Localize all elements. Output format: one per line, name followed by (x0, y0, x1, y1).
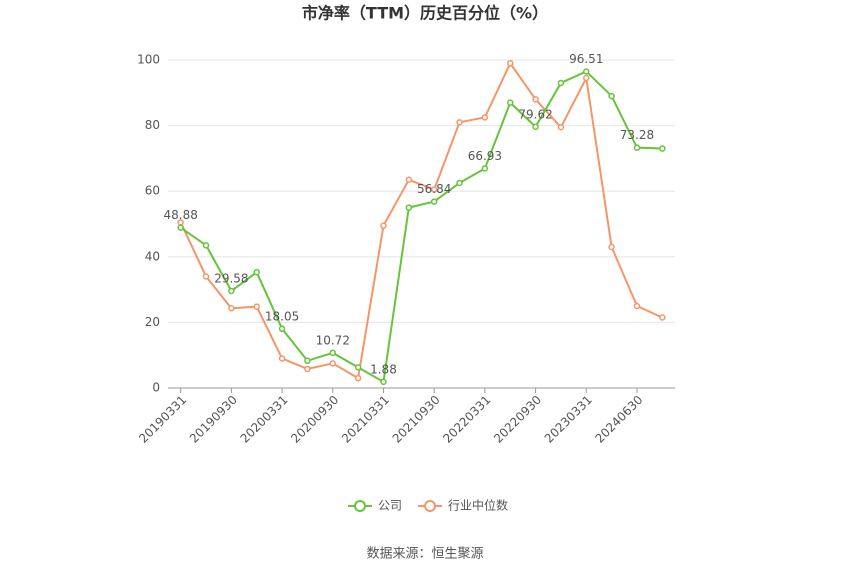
x-tick-label: 20240630 (592, 393, 645, 446)
y-tick-label: 40 (145, 249, 160, 263)
data-point (633, 302, 641, 310)
data-label: 56.84 (417, 182, 451, 196)
x-tick-label: 20210331 (339, 393, 392, 446)
data-point (456, 119, 463, 126)
x-tick-label: 20220331 (440, 393, 493, 446)
x-tick-label: 20190331 (136, 393, 189, 446)
data-point (659, 314, 666, 321)
data-point (506, 60, 514, 67)
series-line (180, 70, 663, 384)
data-point (304, 357, 311, 365)
data-point (659, 145, 666, 152)
data-point (354, 374, 362, 382)
data-point (430, 198, 438, 205)
y-tick-label: 80 (145, 118, 160, 132)
legend-label: 行业中位数 (448, 498, 508, 513)
data-point (583, 68, 590, 75)
x-tick-label: 20200331 (238, 393, 291, 446)
data-point (608, 243, 615, 251)
y-tick-label: 0 (152, 381, 160, 395)
data-point (380, 378, 387, 386)
data-point (253, 268, 260, 276)
data-point (405, 204, 413, 211)
data-point (506, 99, 514, 106)
legend-marker (354, 500, 366, 512)
data-point (278, 325, 286, 333)
series-line (179, 61, 663, 380)
data-point (481, 165, 489, 172)
data-label: 96.51 (569, 52, 603, 66)
data-point (329, 349, 337, 357)
legend-label: 公司 (378, 499, 402, 513)
data-label: 1.88 (370, 362, 397, 376)
data-point (253, 303, 260, 310)
x-tick-label: 20200930 (288, 393, 341, 446)
data-label: 29.58 (214, 271, 248, 285)
data-point (202, 273, 210, 280)
data-point (557, 123, 565, 131)
x-tick-label: 20230331 (542, 393, 595, 446)
data-point (329, 360, 337, 367)
data-point (202, 242, 210, 249)
data-point (177, 224, 184, 231)
data-point (228, 287, 235, 295)
data-point (228, 305, 235, 312)
data-point (456, 179, 463, 187)
y-tick-label: 100 (137, 53, 160, 67)
data-point (532, 123, 539, 131)
data-point (608, 92, 615, 100)
x-tick-label: 20190930 (187, 393, 240, 446)
x-tick-label: 20210930 (390, 393, 443, 446)
data-point (481, 114, 489, 121)
data-label: 79.62 (518, 107, 552, 121)
data-point (304, 365, 311, 373)
data-point (354, 364, 362, 371)
x-tick-label: 20220930 (491, 393, 544, 446)
data-label: 18.05 (265, 309, 299, 323)
data-point (532, 96, 539, 103)
data-point (380, 222, 387, 229)
data-label: 73.28 (620, 128, 654, 142)
y-tick-label: 20 (145, 315, 160, 329)
data-label: 48.88 (163, 208, 197, 222)
data-point (583, 74, 590, 82)
y-tick-label: 60 (145, 184, 160, 198)
chart-title: 市净率（TTM）历史百分位（%） (302, 4, 548, 23)
data-label: 66.93 (468, 149, 502, 163)
source-note: 数据来源：恒生聚源 (366, 547, 483, 562)
data-point (633, 144, 641, 151)
legend-marker (424, 500, 437, 512)
data-point (405, 176, 413, 183)
data-point (278, 355, 286, 362)
data-point (430, 186, 438, 193)
data-label: 10.72 (316, 333, 350, 347)
data-point (557, 79, 565, 87)
